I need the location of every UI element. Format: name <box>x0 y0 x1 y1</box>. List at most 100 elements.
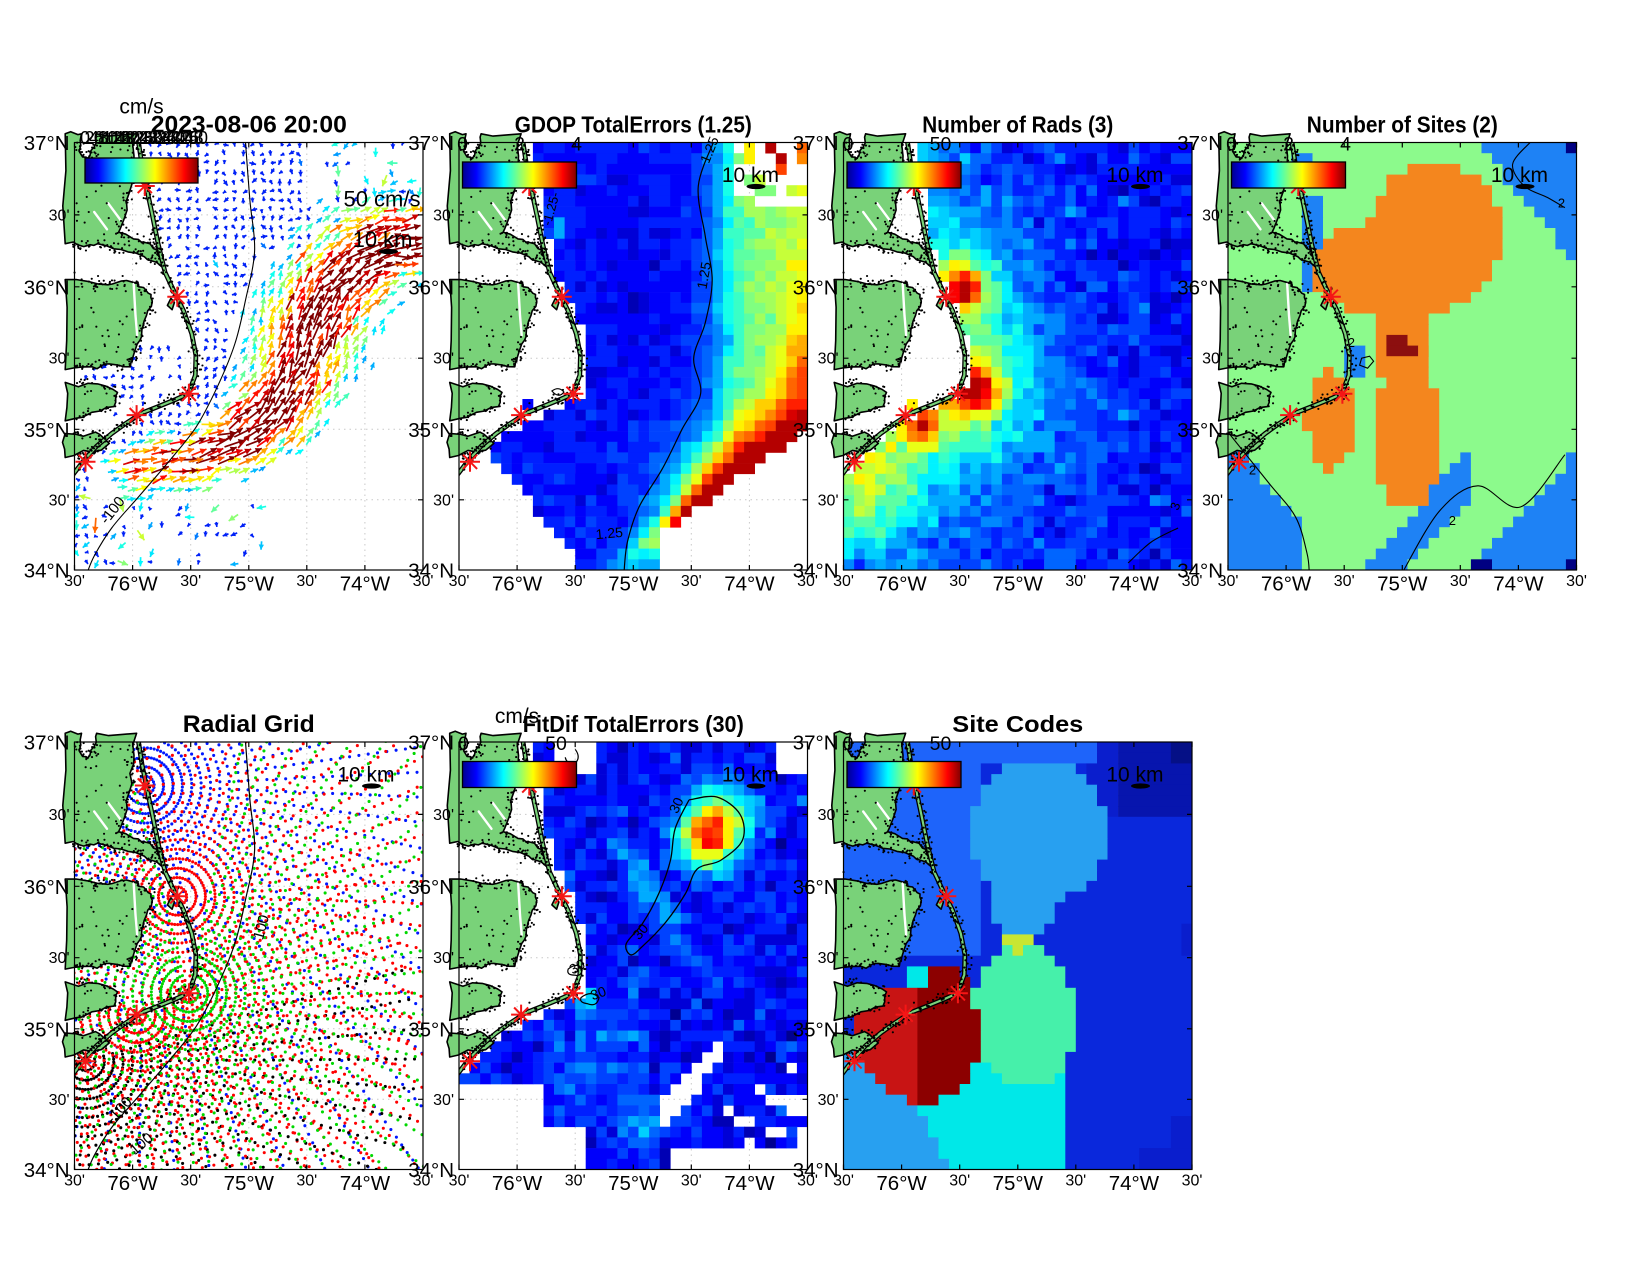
svg-text:36°N: 36°N <box>408 276 454 299</box>
svg-text:30': 30' <box>64 573 85 590</box>
svg-text:30': 30' <box>565 1173 586 1190</box>
svg-text:1.25: 1.25 <box>595 524 624 542</box>
svg-text:0: 0 <box>458 733 469 755</box>
svg-text:Radial Grid: Radial Grid <box>183 711 315 738</box>
svg-text:30': 30' <box>64 1173 85 1190</box>
svg-text:cm/s: cm/s <box>119 96 163 119</box>
svg-text:16: 16 <box>111 128 131 148</box>
svg-text:30': 30' <box>1450 573 1471 590</box>
svg-text:12: 12 <box>102 128 122 148</box>
svg-text:2: 2 <box>514 134 525 156</box>
svg-text:30': 30' <box>1202 207 1223 224</box>
svg-text:74°W: 74°W <box>1109 573 1160 596</box>
svg-text:30': 30' <box>1202 492 1223 509</box>
svg-text:10 km: 10 km <box>1491 164 1548 187</box>
svg-text:36°N: 36°N <box>793 276 839 299</box>
svg-text:30: 30 <box>588 983 608 1003</box>
svg-text:FitDif TotalErrors (30): FitDif TotalErrors (30) <box>523 711 744 737</box>
svg-text:44: 44 <box>174 128 194 148</box>
svg-text:75°W: 75°W <box>1377 573 1428 596</box>
svg-text:37°N: 37°N <box>24 732 70 755</box>
svg-text:30': 30' <box>833 1173 854 1190</box>
svg-text:30': 30' <box>1218 573 1239 590</box>
svg-text:18: 18 <box>116 128 136 148</box>
svg-text:4: 4 <box>1340 134 1351 156</box>
svg-text:75°W: 75°W <box>993 1172 1044 1195</box>
svg-text:34: 34 <box>152 128 172 148</box>
svg-text:35°N: 35°N <box>793 419 839 442</box>
svg-text:74°W: 74°W <box>724 573 775 596</box>
svg-text:37°N: 37°N <box>408 132 454 155</box>
svg-text:6: 6 <box>94 128 104 148</box>
svg-text:30': 30' <box>433 207 454 224</box>
svg-text:8: 8 <box>98 128 108 148</box>
svg-text:42: 42 <box>170 128 190 148</box>
svg-text:30': 30' <box>1065 573 1086 590</box>
svg-text:30': 30' <box>797 573 818 590</box>
svg-text:30': 30' <box>180 1173 201 1190</box>
svg-text:34°N: 34°N <box>408 560 454 583</box>
svg-text:50: 50 <box>930 134 952 156</box>
svg-text:76°W: 76°W <box>107 573 158 596</box>
svg-text:10 km: 10 km <box>1106 164 1163 187</box>
svg-text:10 km: 10 km <box>337 764 394 787</box>
svg-text:14: 14 <box>107 128 127 148</box>
svg-text:2023-08-06 20:00: 2023-08-06 20:00 <box>151 112 347 139</box>
svg-text:2: 2 <box>84 128 94 148</box>
svg-text:22: 22 <box>125 128 145 148</box>
svg-text:30': 30' <box>1334 573 1355 590</box>
svg-text:34°N: 34°N <box>24 1159 70 1182</box>
svg-text:30': 30' <box>49 1092 70 1109</box>
svg-text:30': 30' <box>818 807 839 824</box>
svg-text:75°W: 75°W <box>993 573 1044 596</box>
svg-text:74°W: 74°W <box>340 1172 391 1195</box>
svg-text:0: 0 <box>1226 134 1237 156</box>
svg-text:38: 38 <box>161 128 181 148</box>
svg-text:34°N: 34°N <box>408 1159 454 1182</box>
svg-text:37°N: 37°N <box>408 732 454 755</box>
svg-text:Number of Sites (2): Number of Sites (2) <box>1307 112 1498 138</box>
svg-text:2: 2 <box>1249 463 1256 478</box>
svg-text:37°N: 37°N <box>793 132 839 155</box>
svg-text:30: 30 <box>666 795 687 816</box>
svg-text:20: 20 <box>120 128 140 148</box>
svg-text:36°N: 36°N <box>24 276 70 299</box>
svg-text:30': 30' <box>1065 1173 1086 1190</box>
svg-text:GDOP TotalErrors (1.25): GDOP TotalErrors (1.25) <box>515 112 752 138</box>
svg-text:2: 2 <box>1449 513 1456 528</box>
svg-text:50 cm/s: 50 cm/s <box>343 187 420 212</box>
svg-text:74°W: 74°W <box>1109 1172 1160 1195</box>
svg-text:35°N: 35°N <box>1177 419 1223 442</box>
svg-text:30': 30' <box>1182 1173 1203 1190</box>
svg-text:30': 30' <box>949 1173 970 1190</box>
svg-text:76°W: 76°W <box>107 1172 158 1195</box>
svg-text:30': 30' <box>433 351 454 368</box>
svg-text:30': 30' <box>433 492 454 509</box>
svg-text:75°W: 75°W <box>608 573 659 596</box>
svg-text:24: 24 <box>129 128 149 148</box>
svg-text:75°W: 75°W <box>224 573 275 596</box>
svg-text:10 km: 10 km <box>722 164 779 187</box>
svg-text:30': 30' <box>296 573 317 590</box>
svg-text:10 km: 10 km <box>353 227 413 252</box>
svg-text:0: 0 <box>457 134 468 156</box>
svg-text:46: 46 <box>179 128 199 148</box>
svg-text:30': 30' <box>413 573 434 590</box>
svg-text:36: 36 <box>156 128 176 148</box>
svg-text:34°N: 34°N <box>1177 560 1223 583</box>
svg-text:4: 4 <box>571 134 582 156</box>
svg-text:30': 30' <box>818 351 839 368</box>
svg-text:26: 26 <box>134 128 154 148</box>
svg-text:30': 30' <box>433 950 454 967</box>
svg-text:34°N: 34°N <box>793 1159 839 1182</box>
svg-text:76°W: 76°W <box>1261 573 1312 596</box>
svg-text:30': 30' <box>681 1173 702 1190</box>
svg-text:2: 2 <box>1558 196 1565 211</box>
svg-text:74°W: 74°W <box>340 573 391 596</box>
svg-text:30': 30' <box>797 1173 818 1190</box>
svg-text:100: 100 <box>250 913 273 942</box>
svg-text:30': 30' <box>449 573 470 590</box>
svg-text:30': 30' <box>49 207 70 224</box>
svg-text:76°W: 76°W <box>492 573 543 596</box>
svg-text:30': 30' <box>49 351 70 368</box>
